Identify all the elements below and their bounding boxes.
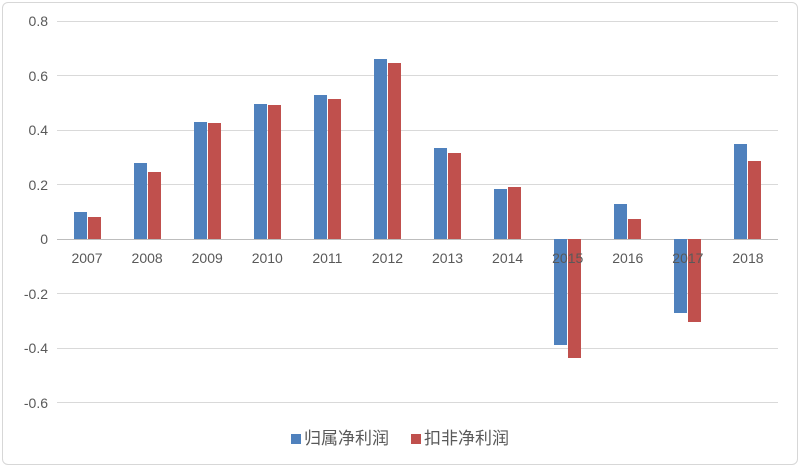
gridline <box>57 347 778 349</box>
bar-series-2-2011 <box>327 98 341 239</box>
bar-series-2-2018 <box>748 161 762 239</box>
legend-label-series-2: 扣非净利润 <box>424 429 509 448</box>
gridline <box>57 293 778 294</box>
y-axis-tick-label: -0.2 <box>23 285 48 302</box>
bar-series-2-2012 <box>387 63 401 239</box>
bar-series-2-2017 <box>688 239 702 323</box>
bar-series-2-2013 <box>448 153 462 239</box>
bar-series-2-2008 <box>147 172 161 239</box>
legend-swatch-blue <box>291 434 301 444</box>
bar-series-1-2018 <box>734 143 748 239</box>
bar-series-1-2012 <box>373 59 387 239</box>
y-axis-tick-label: 0.4 <box>28 122 48 138</box>
gridline <box>57 75 778 76</box>
y-axis-tick-label: 0.2 <box>28 176 48 193</box>
bar-series-1-2013 <box>434 147 448 239</box>
gridline <box>57 402 778 403</box>
x-axis-label-2007: 2007 <box>71 250 103 266</box>
bar-series-1-2008 <box>133 162 147 239</box>
x-axis-label-2017: 2017 <box>672 250 704 266</box>
y-axis-tick-label: 0.8 <box>28 13 48 29</box>
gridline <box>57 184 778 185</box>
y-axis-tick-label: -0.6 <box>23 394 48 411</box>
x-axis-label-2014: 2014 <box>492 250 524 266</box>
x-axis-label-2008: 2008 <box>131 250 163 266</box>
y-axis-tick-label: 0.6 <box>28 67 48 84</box>
bar-series-1-2014 <box>494 188 508 239</box>
x-axis-label-2018: 2018 <box>732 250 764 266</box>
x-axis-label-2009: 2009 <box>191 250 223 266</box>
gridline <box>57 20 778 22</box>
legend-swatch-red <box>411 434 421 444</box>
legend-label-series-1: 归属净利润 <box>304 429 389 448</box>
bar-series-1-2009 <box>193 121 207 239</box>
x-axis-label-2010: 2010 <box>251 250 283 266</box>
bar-series-1-2011 <box>313 94 327 239</box>
bar-series-2-2016 <box>628 218 642 239</box>
y-axis-tick-label: -0.4 <box>23 340 48 356</box>
bar-series-2-2014 <box>508 187 522 239</box>
bar-series-2-2007 <box>87 217 101 239</box>
x-axis-label-2013: 2013 <box>431 250 464 266</box>
zero-axis-line <box>57 238 778 240</box>
bar-series-2-2010 <box>267 105 281 239</box>
x-axis-label-2012: 2012 <box>371 250 404 266</box>
x-axis-label-2015: 2015 <box>552 250 584 266</box>
legend-item-series-1: 归属净利润 <box>291 429 389 449</box>
bar-series-2-2009 <box>207 123 221 239</box>
y-axis-tick-label: 0 <box>40 231 48 247</box>
gridline <box>57 129 778 131</box>
bar-series-1-2007 <box>73 211 87 239</box>
bar-series-1-2017 <box>674 239 688 313</box>
x-axis-label-2016: 2016 <box>612 250 644 266</box>
legend: 归属净利润 扣非净利润 <box>0 429 800 449</box>
x-axis-label-2011: 2011 <box>312 250 343 266</box>
bar-series-1-2010 <box>253 104 267 239</box>
bar-series-1-2016 <box>614 203 628 239</box>
bar-series-1-2015 <box>554 239 568 346</box>
legend-item-series-2: 扣非净利润 <box>411 429 509 449</box>
bar-series-2-2015 <box>568 239 582 358</box>
